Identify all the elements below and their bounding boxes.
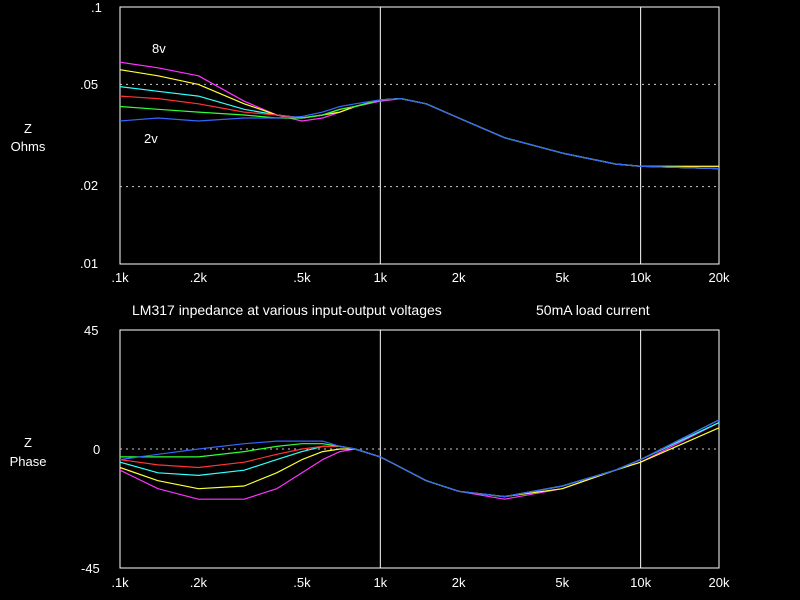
top-xtick-6: 10k (621, 270, 661, 285)
bottom-series-4 (120, 420, 719, 497)
top-xtick-1: .2k (178, 270, 218, 285)
bottom-xtick-6: 10k (621, 575, 661, 590)
chart-title: LM317 inpedance at various input-output … (132, 303, 442, 318)
top-series-2 (120, 87, 719, 169)
bottom-xtick-3: 1k (360, 575, 400, 590)
bottom-plot-frame (120, 330, 719, 568)
bottom-series-1 (120, 428, 719, 497)
impedance-phase-panel (120, 330, 719, 568)
top-plot-frame (120, 7, 719, 264)
top-series-4 (120, 99, 719, 169)
top-series-3 (120, 96, 719, 169)
top-ylabel-line2: Ohms (0, 139, 58, 154)
top-ytick-0: .1 (91, 0, 102, 15)
top-ytick-2: .02 (80, 178, 98, 193)
bottom-ylabel-line1: Z (0, 435, 58, 450)
bottom-ylabel-line2: Phase (0, 454, 58, 469)
bottom-series-5 (120, 420, 719, 497)
annotation-2v: 2v (144, 131, 158, 146)
top-xtick-5: 5k (542, 270, 582, 285)
bottom-ytick-2: -45 (81, 561, 100, 576)
top-ytick-1: .05 (80, 77, 98, 92)
bottom-xtick-0: .1k (100, 575, 140, 590)
top-series-1 (120, 70, 719, 167)
top-xtick-7: 20k (699, 270, 739, 285)
bottom-xtick-1: .2k (178, 575, 218, 590)
annotation-8v: 8v (152, 41, 166, 56)
top-series-5 (120, 99, 719, 169)
top-ytick-3: .01 (80, 256, 98, 271)
top-ylabel-line1: Z (0, 121, 58, 136)
top-xtick-2: .5k (282, 270, 322, 285)
bottom-xtick-2: .5k (282, 575, 322, 590)
bottom-ytick-0: 45 (84, 323, 98, 338)
bottom-ytick-1: 0 (93, 442, 100, 457)
chart-subtitle: 50mA load current (536, 303, 650, 318)
bottom-xtick-7: 20k (699, 575, 739, 590)
top-xtick-4: 2k (439, 270, 479, 285)
bottom-series-2 (120, 423, 719, 497)
impedance-magnitude-panel (120, 7, 719, 264)
bottom-xtick-4: 2k (439, 575, 479, 590)
top-xtick-0: .1k (100, 270, 140, 285)
top-series-0 (120, 62, 719, 166)
bottom-xtick-5: 5k (542, 575, 582, 590)
top-xtick-3: 1k (360, 270, 400, 285)
bottom-series-3 (120, 420, 719, 497)
